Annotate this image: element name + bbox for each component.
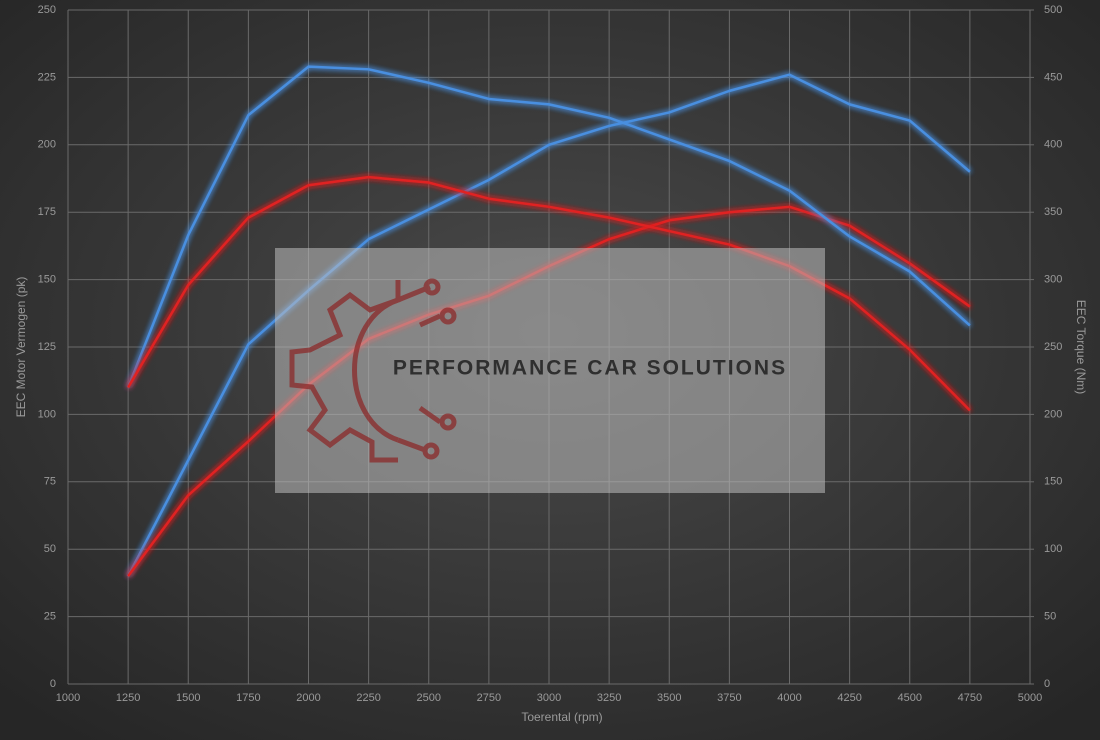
x-tick-label: 4750 [958, 692, 982, 704]
y-tick-label: 0 [50, 678, 56, 690]
x-tick-label: 2750 [477, 692, 501, 704]
x-tick-label: 2250 [356, 692, 380, 704]
x-tick-label: 3750 [717, 692, 741, 704]
y2-tick-label: 0 [1044, 678, 1050, 690]
watermark: PERFORMANCE CAR SOLUTIONS [275, 248, 825, 493]
y2-tick-label: 50 [1044, 611, 1056, 623]
x-tick-label: 3500 [657, 692, 681, 704]
y-tick-label: 25 [44, 611, 56, 623]
y-tick-label: 150 [38, 274, 56, 286]
x-tick-label: 1250 [116, 692, 140, 704]
y2-tick-label: 250 [1044, 341, 1062, 353]
y-tick-label: 100 [38, 408, 56, 420]
y2-axis-label: EEC Torque (Nm) [1074, 300, 1088, 394]
y2-tick-label: 500 [1044, 4, 1062, 16]
x-tick-label: 4500 [898, 692, 922, 704]
logo [289, 278, 457, 463]
x-tick-label: 3250 [597, 692, 621, 704]
series-line [127, 73, 971, 577]
y-tick-label: 75 [44, 476, 56, 488]
y2-tick-label: 450 [1044, 71, 1062, 83]
x-tick-label: 5000 [1018, 692, 1042, 704]
x-tick-label: 2000 [296, 692, 320, 704]
y-tick-label: 200 [38, 139, 56, 151]
y2-tick-label: 200 [1044, 408, 1062, 420]
series-line [127, 175, 971, 412]
y-tick-label: 175 [38, 206, 56, 218]
y2-tick-label: 100 [1044, 543, 1062, 555]
y-tick-label: 250 [38, 4, 56, 16]
y2-tick-label: 150 [1044, 476, 1062, 488]
x-tick-label: 4000 [777, 692, 801, 704]
watermark-text: PERFORMANCE CAR SOLUTIONS [393, 357, 787, 380]
y-tick-label: 50 [44, 543, 56, 555]
y2-tick-label: 300 [1044, 274, 1062, 286]
watermark-box [275, 248, 825, 493]
x-tick-label: 1500 [176, 692, 200, 704]
y-tick-label: 125 [38, 341, 56, 353]
x-axis-label: Toerental (rpm) [521, 710, 602, 724]
x-tick-label: 4250 [837, 692, 861, 704]
x-tick-label: 3000 [537, 692, 561, 704]
y-axis-label: EEC Motor Vermogen (pk) [14, 277, 28, 418]
x-tick-label: 2500 [417, 692, 441, 704]
x-tick-label: 1750 [236, 692, 260, 704]
y-tick-label: 225 [38, 71, 56, 83]
y2-tick-label: 400 [1044, 139, 1062, 151]
y2-tick-label: 350 [1044, 206, 1062, 218]
series-line [126, 65, 971, 388]
x-tick-label: 1000 [56, 692, 80, 704]
